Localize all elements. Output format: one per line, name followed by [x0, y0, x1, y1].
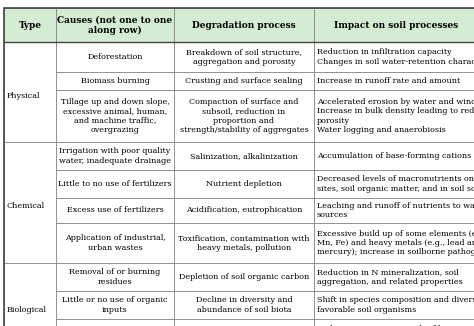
- Bar: [4, 142, 56, 263]
- Bar: [174, 263, 314, 291]
- Bar: [174, 142, 314, 170]
- Text: Reduction in porosity and infiltration,
reduction in activity of soil biota: Reduction in porosity and infiltration, …: [317, 325, 471, 326]
- Text: Accelerated erosion by water and wind
Increase in bulk density leading to reduct: Accelerated erosion by water and wind In…: [317, 98, 474, 134]
- Text: Accumulation of base-forming cations: Accumulation of base-forming cations: [317, 152, 471, 160]
- Text: Little to no use of fertilizers: Little to no use of fertilizers: [58, 180, 172, 188]
- Bar: [174, 198, 314, 223]
- Text: Compaction of surface and
subsoil, reduction in
proportion and
strength/stabilit: Compaction of surface and subsoil, reduc…: [180, 98, 309, 134]
- Bar: [56, 263, 174, 291]
- Bar: [314, 291, 474, 319]
- Text: Type: Type: [18, 21, 42, 29]
- Bar: [56, 319, 174, 326]
- Text: Salinization, alkalinization: Salinization, alkalinization: [190, 152, 298, 160]
- Bar: [314, 198, 474, 223]
- Text: Breakdown of soil structure,
aggregation and porosity: Breakdown of soil structure, aggregation…: [186, 48, 302, 66]
- Bar: [56, 72, 174, 90]
- Text: Crusting and surface sealing: Crusting and surface sealing: [185, 77, 303, 85]
- Bar: [314, 263, 474, 291]
- Bar: [4, 263, 56, 326]
- Text: Increase in runoff rate and amount: Increase in runoff rate and amount: [317, 77, 460, 85]
- Text: Decreased levels of macronutrients on exchange
sites, soil organic matter, and i: Decreased levels of macronutrients on ex…: [317, 175, 474, 193]
- Text: Decline in diversity and
abundance of soil biota: Decline in diversity and abundance of so…: [196, 296, 292, 314]
- Bar: [314, 42, 474, 72]
- Text: Degradation process: Degradation process: [192, 21, 296, 29]
- Text: Reduction in infiltration capacity
Changes in soil water-retention characteristi: Reduction in infiltration capacity Chang…: [317, 48, 474, 66]
- Bar: [314, 319, 474, 326]
- Bar: [56, 8, 174, 42]
- Bar: [314, 8, 474, 42]
- Bar: [314, 142, 474, 170]
- Text: Tillage up and down slope,
excessive animal, human,
and machine traffic,
overgra: Tillage up and down slope, excessive ani…: [61, 98, 169, 134]
- Text: Biomass burning: Biomass burning: [81, 77, 149, 85]
- Bar: [56, 291, 174, 319]
- Bar: [314, 90, 474, 142]
- Bar: [314, 72, 474, 90]
- Bar: [174, 170, 314, 198]
- Text: Application of industrial,
urban wastes: Application of industrial, urban wastes: [64, 234, 165, 252]
- Bar: [174, 319, 314, 326]
- Text: Causes (not one to one
along row): Causes (not one to one along row): [57, 15, 173, 35]
- Bar: [314, 223, 474, 263]
- Text: Shift in species composition and diversity of
favorable soil organisms: Shift in species composition and diversi…: [317, 296, 474, 314]
- Text: Reduction in N mineralization, soil
aggregation, and related properties: Reduction in N mineralization, soil aggr…: [317, 268, 463, 286]
- Bar: [174, 291, 314, 319]
- Text: Toxification, contamination with
heavy metals, pollution: Toxification, contamination with heavy m…: [178, 234, 310, 252]
- Text: Little or no use of organic
inputs: Little or no use of organic inputs: [62, 296, 168, 314]
- Bar: [56, 170, 174, 198]
- Text: Excessive build up of some elements (e.g., Al,
Mn, Fe) and heavy metals (e.g., l: Excessive build up of some elements (e.g…: [317, 230, 474, 256]
- Bar: [56, 90, 174, 142]
- Text: Depletion of soil organic carbon: Depletion of soil organic carbon: [179, 273, 309, 281]
- Bar: [4, 8, 56, 42]
- Bar: [174, 223, 314, 263]
- Bar: [56, 198, 174, 223]
- Text: Removal of or burning
residues: Removal of or burning residues: [69, 268, 161, 286]
- Text: Physical: Physical: [7, 92, 40, 100]
- Text: Acidification, eutrophication: Acidification, eutrophication: [186, 206, 302, 215]
- Text: Monoculture, excessive
tillage: Monoculture, excessive tillage: [67, 325, 163, 326]
- Bar: [174, 72, 314, 90]
- Text: Irrigation with poor quality
water, inadequate drainage: Irrigation with poor quality water, inad…: [59, 147, 171, 165]
- Bar: [56, 142, 174, 170]
- Text: Biological: Biological: [7, 306, 47, 314]
- Text: Deforestation: Deforestation: [87, 53, 143, 61]
- Bar: [174, 90, 314, 142]
- Bar: [174, 8, 314, 42]
- Bar: [56, 223, 174, 263]
- Bar: [174, 42, 314, 72]
- Text: Impact on soil processes: Impact on soil processes: [334, 21, 458, 29]
- Text: Nutrient depletion: Nutrient depletion: [206, 180, 282, 188]
- Text: Chemical: Chemical: [7, 202, 45, 211]
- Bar: [56, 42, 174, 72]
- Bar: [4, 42, 56, 142]
- Text: Leaching and runoff of nutrients to water
sources: Leaching and runoff of nutrients to wate…: [317, 202, 474, 219]
- Text: Excess use of fertilizers: Excess use of fertilizers: [67, 206, 164, 215]
- Bar: [314, 170, 474, 198]
